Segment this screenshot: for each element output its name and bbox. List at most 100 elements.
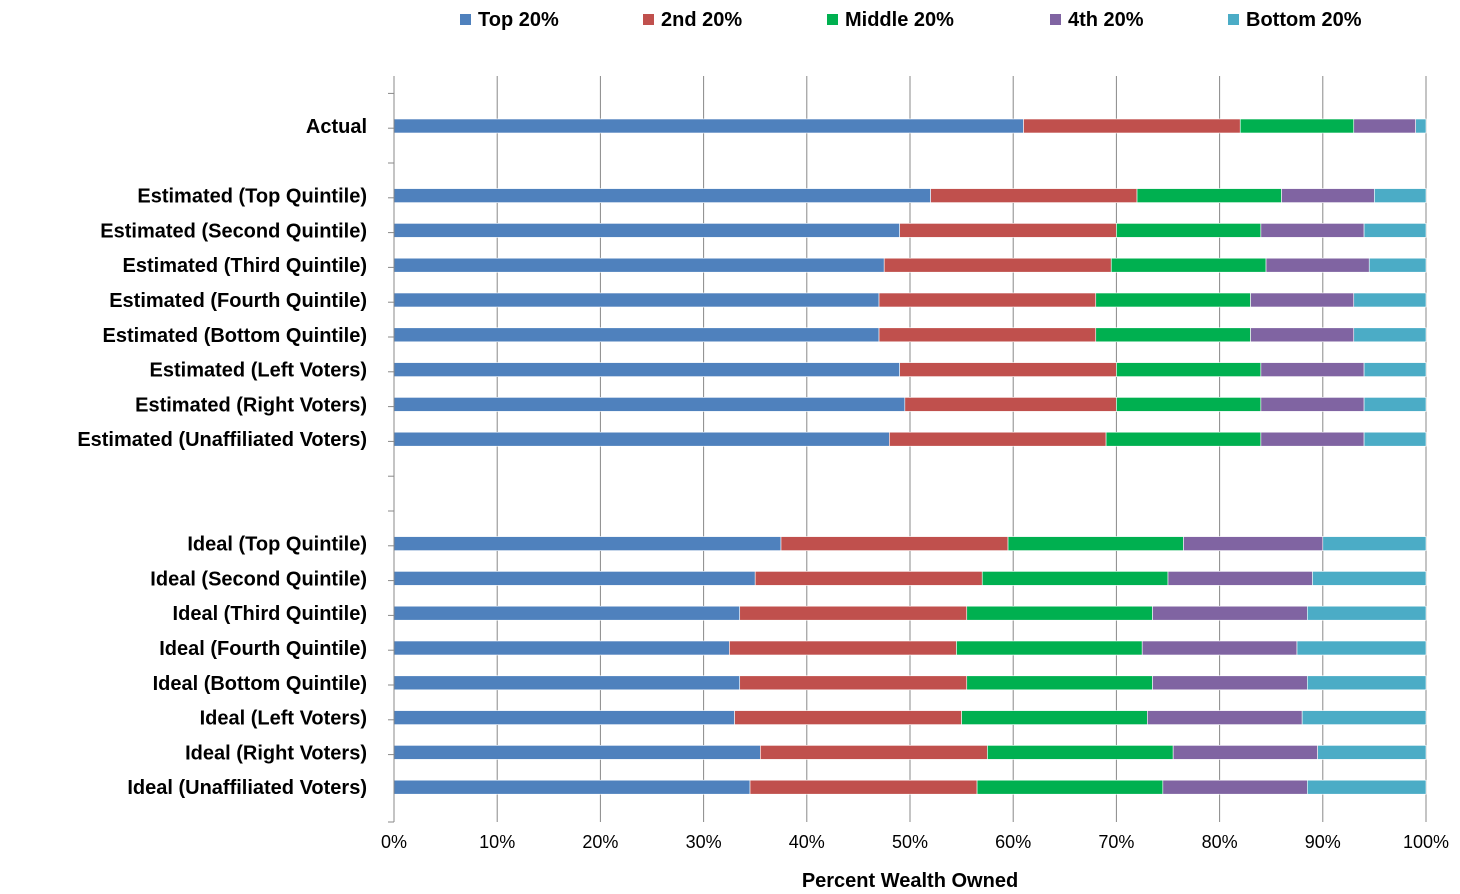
bar-ideal-bottom-quintile-4th-20	[1152, 675, 1308, 691]
bar-ideal-third-quintile-bottom-20	[1307, 605, 1427, 621]
bar-ideal-third-quintile-4th-20	[1152, 605, 1308, 621]
category-label-estimated-unaffiliated-voters: Estimated (Unaffiliated Voters)	[77, 429, 367, 451]
category-label-estimated-left-voters: Estimated (Left Voters)	[150, 360, 367, 382]
x-tick-label: 90%	[1305, 832, 1341, 852]
bar-actual-top-20	[393, 118, 1024, 134]
bar-estimated-unaffiliated-voters-4th-20	[1260, 431, 1365, 447]
bar-ideal-unaffiliated-voters-middle-20	[976, 779, 1164, 795]
x-axis-title: Percent Wealth Owned	[802, 870, 1018, 892]
bar-estimated-left-voters-bottom-20	[1363, 362, 1427, 377]
bar-estimated-second-quintile-bottom-20	[1363, 223, 1427, 238]
bar-estimated-fourth-quintile-bottom-20	[1353, 292, 1427, 308]
bar-ideal-right-voters-middle-20	[987, 745, 1174, 760]
bar-ideal-fourth-quintile-middle-20	[956, 640, 1143, 656]
bar-estimated-third-quintile-4th-20	[1265, 257, 1370, 273]
bar-ideal-unaffiliated-voters-2nd-20	[749, 779, 978, 795]
x-tick-label: 70%	[1098, 832, 1134, 852]
bar-estimated-left-voters-2nd-20	[899, 362, 1117, 377]
bar-estimated-right-voters-4th-20	[1260, 397, 1365, 412]
bar-ideal-top-quintile-bottom-20	[1322, 536, 1427, 551]
bar-estimated-third-quintile-bottom-20	[1368, 257, 1427, 273]
bar-ideal-right-voters-top-20	[393, 745, 761, 760]
bar-estimated-second-quintile-2nd-20	[899, 223, 1117, 238]
category-label-estimated-bottom-quintile: Estimated (Bottom Quintile)	[103, 325, 367, 347]
legend-swatch-4th-20	[1050, 14, 1061, 25]
category-label-ideal-second-quintile: Ideal (Second Quintile)	[150, 568, 367, 590]
bar-ideal-left-voters-2nd-20	[734, 710, 962, 725]
bar-estimated-top-quintile-2nd-20	[930, 188, 1138, 203]
bar-estimated-bottom-quintile-top-20	[393, 327, 880, 343]
bar-estimated-right-voters-top-20	[393, 397, 906, 412]
bar-ideal-bottom-quintile-2nd-20	[739, 675, 968, 691]
bar-ideal-bottom-quintile-top-20	[393, 675, 741, 691]
bar-estimated-top-quintile-middle-20	[1136, 188, 1282, 203]
bar-estimated-bottom-quintile-2nd-20	[878, 327, 1097, 343]
legend-swatch-bottom-20	[1228, 14, 1239, 25]
y-axis: Actual Estimated (Top Quintile) Estimated …	[77, 76, 395, 823]
bar-ideal-top-quintile-middle-20	[1007, 536, 1184, 551]
bar-ideal-unaffiliated-voters-4th-20	[1162, 779, 1308, 795]
legend-label-top-20: Top 20%	[478, 9, 559, 31]
category-label-estimated-right-voters: Estimated (Right Voters)	[135, 394, 367, 416]
category-label-estimated-second-quintile: Estimated (Second Quintile)	[100, 220, 367, 242]
x-tick-label: 60%	[995, 832, 1031, 852]
bar-estimated-unaffiliated-voters-middle-20	[1105, 431, 1262, 447]
bar-ideal-fourth-quintile-top-20	[393, 640, 730, 656]
bar-estimated-fourth-quintile-2nd-20	[878, 292, 1097, 308]
category-label-ideal-top-quintile: Ideal (Top Quintile)	[187, 534, 367, 556]
category-label-ideal-unaffiliated-voters: Ideal (Unaffiliated Voters)	[127, 777, 367, 799]
bar-ideal-right-voters-2nd-20	[760, 745, 988, 760]
bar-estimated-bottom-quintile-middle-20	[1095, 327, 1251, 343]
bar-ideal-top-quintile-top-20	[393, 536, 782, 551]
bar-estimated-left-voters-middle-20	[1116, 362, 1262, 377]
legend-swatch-top-20	[460, 14, 471, 25]
bar-estimated-unaffiliated-voters-bottom-20	[1363, 431, 1427, 447]
category-label-estimated-third-quintile: Estimated (Third Quintile)	[123, 255, 367, 277]
bar-ideal-top-quintile-2nd-20	[780, 536, 1009, 551]
x-tick-label: 20%	[582, 832, 618, 852]
bar-estimated-fourth-quintile-middle-20	[1095, 292, 1251, 308]
x-tick-label: 0%	[381, 832, 407, 852]
bar-estimated-third-quintile-middle-20	[1110, 257, 1267, 273]
bar-estimated-unaffiliated-voters-top-20	[393, 431, 890, 447]
legend-swatch-middle-20	[827, 14, 838, 25]
bar-estimated-third-quintile-top-20	[393, 257, 885, 273]
bar-estimated-top-quintile-top-20	[393, 188, 931, 203]
bar-ideal-second-quintile-2nd-20	[754, 571, 983, 586]
category-label-ideal-right-voters: Ideal (Right Voters)	[185, 742, 367, 764]
legend: Top 20% 2nd 20% Middle 20% 4th 20% Bottom 20…	[460, 9, 1362, 31]
bar-estimated-top-quintile-4th-20	[1281, 188, 1375, 203]
bar-ideal-left-voters-4th-20	[1147, 710, 1303, 725]
bar-ideal-second-quintile-top-20	[393, 571, 756, 586]
bar-actual-bottom-20	[1415, 118, 1427, 134]
bar-estimated-unaffiliated-voters-2nd-20	[889, 431, 1107, 447]
bar-estimated-fourth-quintile-4th-20	[1250, 292, 1355, 308]
bar-ideal-fourth-quintile-2nd-20	[729, 640, 957, 656]
bar-actual-4th-20	[1353, 118, 1416, 134]
bar-estimated-right-voters-bottom-20	[1363, 397, 1427, 412]
x-tick-label: 80%	[1202, 832, 1238, 852]
bar-estimated-second-quintile-middle-20	[1116, 223, 1262, 238]
bar-estimated-bottom-quintile-bottom-20	[1353, 327, 1427, 343]
x-tick-label: 100%	[1403, 832, 1449, 852]
bar-ideal-left-voters-top-20	[393, 710, 735, 725]
bar-estimated-second-quintile-4th-20	[1260, 223, 1365, 238]
bar-ideal-top-quintile-4th-20	[1183, 536, 1324, 551]
bars	[393, 118, 1427, 795]
category-label-ideal-third-quintile: Ideal (Third Quintile)	[173, 603, 367, 625]
category-label-estimated-fourth-quintile: Estimated (Fourth Quintile)	[109, 290, 367, 312]
legend-label-middle-20: Middle 20%	[845, 9, 954, 31]
gridlines	[393, 76, 1427, 822]
category-label-ideal-bottom-quintile: Ideal (Bottom Quintile)	[153, 673, 367, 695]
bar-estimated-right-voters-middle-20	[1116, 397, 1262, 412]
category-label-estimated-top-quintile: Estimated (Top Quintile)	[137, 186, 367, 208]
x-tick-label: 30%	[686, 832, 722, 852]
bar-estimated-top-quintile-bottom-20	[1374, 188, 1427, 203]
bar-ideal-unaffiliated-voters-top-20	[393, 779, 751, 795]
legend-swatch-2nd-20	[643, 14, 654, 25]
bar-estimated-left-voters-4th-20	[1260, 362, 1365, 377]
bar-ideal-second-quintile-4th-20	[1167, 571, 1313, 586]
bar-ideal-third-quintile-top-20	[393, 605, 741, 621]
bar-ideal-fourth-quintile-bottom-20	[1296, 640, 1427, 656]
bar-ideal-second-quintile-bottom-20	[1312, 571, 1427, 586]
